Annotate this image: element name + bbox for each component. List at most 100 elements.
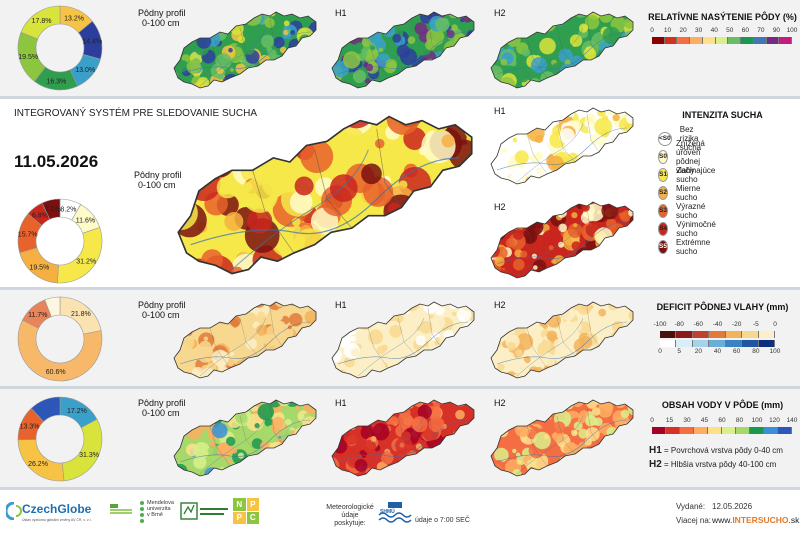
legend-color-swatch xyxy=(778,427,792,434)
drought-class-badge: S2 xyxy=(658,185,668,200)
h2-label: H2 xyxy=(494,202,506,212)
donut-slice-label: 17.2% xyxy=(67,408,87,415)
saturation-map-h2 xyxy=(490,11,634,89)
legend-tick-label: 5 xyxy=(677,348,681,355)
npp-letter: P xyxy=(233,511,246,524)
profile-label-line1: Pôdny profil xyxy=(138,300,186,310)
map-fill xyxy=(491,12,633,88)
h2-label: H2 xyxy=(494,300,506,310)
shmu-logo[interactable]: SHMÚ xyxy=(378,500,412,526)
legend-color-swatch xyxy=(742,331,759,338)
issued-label: Vydané: xyxy=(676,502,706,511)
ministry-logo[interactable] xyxy=(110,504,136,518)
url-brand: INTERSUCHO xyxy=(732,515,789,525)
globe-logo-icon xyxy=(6,502,22,520)
czechglobe-logo[interactable]: CzechGlobe Ústav výzkumu globální změny … xyxy=(6,494,102,530)
donut-slice-label: 13.2% xyxy=(64,16,84,23)
content-map-profile xyxy=(173,399,317,477)
shmu-name: SHMÚ xyxy=(380,509,395,515)
donut-slice-label: 60.6% xyxy=(46,369,66,376)
donut-slice-label: 8.2% xyxy=(60,207,76,214)
legend-color-swatch xyxy=(728,37,742,44)
profile-label-line1: Pôdny profil xyxy=(138,8,186,18)
profile-label: Pôdny profil 0-100 cm xyxy=(138,398,186,418)
h1-label: H1 xyxy=(335,398,347,408)
deficit-legend-ticks-top: -100 -80 -60 -40 -20 -5 0 xyxy=(653,321,776,330)
donut-slice xyxy=(41,198,61,220)
profile-label-line2: 0-100 cm xyxy=(142,18,180,28)
map-fill xyxy=(178,116,472,274)
npp-letter: N xyxy=(233,498,246,511)
donut-slice xyxy=(30,396,61,422)
legend-color-swatch xyxy=(736,427,750,434)
donut-slice xyxy=(20,5,61,40)
mendelu-logo[interactable]: Mendelova univerzita v Brně xyxy=(138,498,174,528)
legend-tick-label: 60 xyxy=(718,417,726,424)
donut-slice-label: 13.0% xyxy=(75,67,95,74)
more-info-label: Viacej na: xyxy=(676,516,711,525)
donut-slice-label: 7.0% xyxy=(45,206,61,213)
legend-color-swatch xyxy=(766,37,780,44)
udrzitelnost-logo[interactable] xyxy=(180,500,230,528)
h1-label: H1 xyxy=(335,300,347,310)
legend-tick-label: -100 xyxy=(653,321,667,328)
country-outline xyxy=(490,11,634,89)
donut-slice-label: 31.3% xyxy=(79,452,99,459)
legend-color-swatch xyxy=(709,340,726,347)
saturation-legend-colorbar xyxy=(652,37,793,44)
content-map-h1 xyxy=(331,399,475,477)
donut-slice xyxy=(17,319,103,382)
deficit-donut-chart: 21.8% 60.6% 11.7% xyxy=(17,296,103,382)
legend-tick-label: 100 xyxy=(751,417,763,424)
legend-tick-label: -60 xyxy=(693,321,704,328)
saturation-legend-ticks: 0 10 20 30 40 50 60 70 90 100 xyxy=(650,27,797,36)
deficit-map-h2 xyxy=(490,301,634,379)
legend-tick-label: 0 xyxy=(658,348,662,355)
h1-label: H1 xyxy=(494,106,506,116)
drought-class-badge: S4 xyxy=(658,221,669,236)
donut-slice-label: 19.5% xyxy=(18,54,38,61)
meteo-time: údaje o 7:00 SEČ xyxy=(415,517,470,524)
profile-label-line2: 0-100 cm xyxy=(142,408,180,418)
saturation-map-h1 xyxy=(331,11,475,89)
legend-color-swatch xyxy=(779,37,793,44)
legend-tick-label: 80 xyxy=(735,417,744,424)
legend-tick-label: 120 xyxy=(769,417,780,424)
system-title: INTEGROVANÝ SYSTÉM PRE SLEDOVANIE SUCHA xyxy=(14,108,258,119)
legend-tick-label: 50 xyxy=(726,27,734,34)
map-fill xyxy=(491,202,633,278)
legend-tick-label: 60 xyxy=(741,27,749,34)
legend-tick-label: -5 xyxy=(752,321,759,328)
donut-slice xyxy=(61,418,103,482)
map-fill xyxy=(491,302,633,378)
donut-slice xyxy=(44,296,61,318)
country-outline xyxy=(490,399,634,477)
drought-legend-item: S2 Mierne sucho xyxy=(658,183,704,202)
deficit-legend-colorbar-bottom xyxy=(660,340,775,347)
date-label: 11.05.2026 xyxy=(14,152,99,171)
drought-legend-item: S4 Výnimočné sucho xyxy=(658,220,720,238)
url-prefix: www. xyxy=(712,515,733,525)
country-outline xyxy=(173,11,317,89)
legend-tick-label: 140 xyxy=(786,417,798,424)
drought-legend-item: S1 Začínajúce sucho xyxy=(658,166,719,184)
drought-legend-item: <S0 Bez rizika sucha xyxy=(658,125,701,152)
deficit-map-h1 xyxy=(331,301,475,379)
map-fill xyxy=(491,400,633,476)
logo-bar-icon xyxy=(110,512,132,514)
meteo-provider-label: Meteorologické údaje poskytuje: xyxy=(326,504,374,527)
drought-class-label: Výrazné sucho xyxy=(675,201,706,220)
legend-color-swatch xyxy=(722,427,736,434)
content-legend-title: OBSAH VODY V PÔDE (mm) xyxy=(661,400,784,410)
legend-color-swatch xyxy=(692,331,710,338)
drought-legend-item: S0 Znížená úroveň pôdnej vlahy xyxy=(658,139,709,175)
drought-class-badge: S1 xyxy=(658,167,669,182)
drought-class-label: Mierne sucho xyxy=(675,183,701,202)
legend-tick-label: 15 xyxy=(665,417,674,424)
donut-slice-label: 11.7% xyxy=(28,312,47,319)
legend-color-swatch xyxy=(715,37,729,44)
h1-code: H1 xyxy=(649,445,662,456)
intersucho-link[interactable]: www.INTERSUCHO.sk xyxy=(712,515,799,525)
profile-label: Pôdny profil 0-100 cm xyxy=(138,300,186,320)
